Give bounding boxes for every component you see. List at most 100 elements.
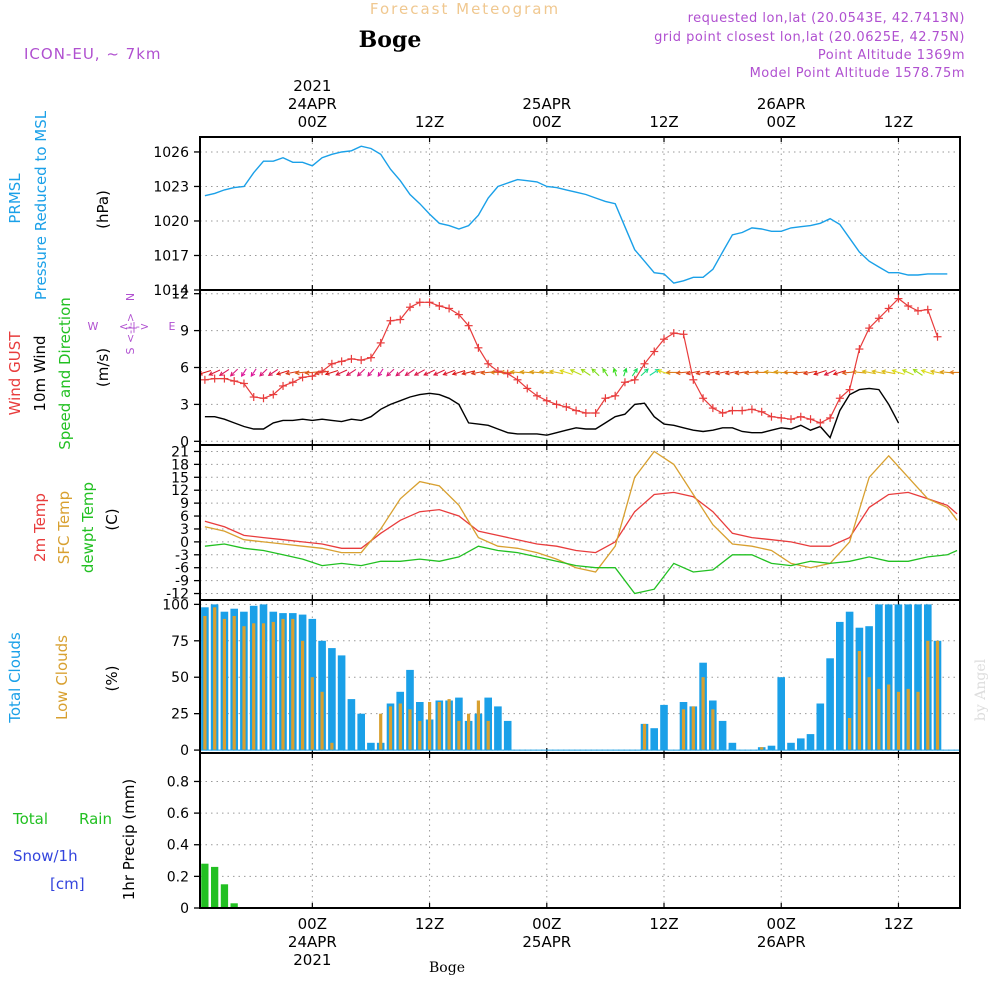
gust-point — [787, 415, 796, 424]
wind-arrow — [395, 368, 405, 377]
wind-arrow — [240, 368, 247, 377]
total-cloud-bar — [845, 611, 854, 751]
low-cloud-bar — [310, 677, 314, 751]
panel-labels: 2m Temp SFC Temp dewpt Temp (C) — [31, 482, 121, 573]
wind-arrow — [920, 369, 934, 375]
low-cloud-bar — [887, 684, 891, 751]
panel-labels: PRMSL Pressure Reduced to MSL (hPa) — [6, 110, 112, 300]
low-cloud-bar — [388, 706, 393, 751]
rain-bar — [211, 866, 219, 908]
wind-arrow — [229, 368, 239, 377]
y-tick-label: 1023 — [153, 179, 189, 195]
low-cloud-bar — [906, 688, 910, 751]
gust-point — [611, 391, 620, 400]
low-cloud-bar — [437, 702, 441, 751]
wind-arrow — [259, 368, 268, 377]
y-tick-label: -3 — [175, 548, 189, 564]
total-clouds-label: Total Clouds — [6, 632, 24, 724]
y-tick-label: 75 — [171, 634, 189, 650]
gust-point — [669, 329, 678, 338]
gust-point — [933, 332, 942, 341]
low-cloud-bar — [379, 713, 383, 751]
gust-point — [679, 330, 688, 339]
grid-point-coords: grid point closest lon,lat (20.0625E, 42… — [654, 30, 965, 45]
temp-unit: (C) — [103, 508, 121, 530]
gust-point — [298, 373, 307, 382]
wind-direction-arrows — [200, 367, 960, 377]
gust-point — [269, 390, 278, 399]
low-cloud-bar — [213, 607, 217, 751]
gust-point — [572, 406, 581, 415]
y-tick-label: 9 — [180, 324, 189, 340]
low-cloud-bar — [857, 651, 861, 751]
legend-snow: Snow/1h — [13, 847, 78, 865]
top-axis-label: 00Z — [767, 113, 796, 131]
bottom-axis-label: 12Z — [649, 915, 678, 933]
top-axis-label: 12Z — [884, 113, 913, 131]
y-tick-label: 6 — [180, 361, 189, 377]
panel-labels: Wind GUST 10m Wind Speed and Direction (m/s… — [6, 297, 112, 450]
wind-arrow — [802, 370, 818, 376]
meteogram-panels: 1014 1017 1020 1023 1026 PRMSL Pressure Reduce… — [6, 110, 961, 917]
wind-arrow — [548, 369, 564, 375]
compass-ew-arrow: <-|-> — [119, 320, 149, 333]
bottom-axis-label: 00Z — [532, 915, 561, 933]
gust-point — [249, 393, 258, 402]
gust-point — [816, 418, 825, 427]
gust-point — [660, 335, 669, 344]
low-cloud-bar — [457, 720, 461, 750]
low-cloud-bar — [476, 700, 480, 750]
top-axis-label: 12Z — [415, 113, 444, 131]
wind-compass: W <-|-> E N <-|-> S — [88, 293, 176, 355]
y-tick-label: 0 — [180, 434, 189, 450]
plot-area — [200, 604, 960, 751]
point-altitude: Point Altitude 1369m — [818, 48, 965, 63]
rain-bar — [201, 863, 209, 908]
y-tick-label: 0 — [180, 743, 189, 759]
wind-arrow — [208, 369, 221, 376]
bottom-axis-label: 12Z — [415, 915, 444, 933]
wind-arrow — [413, 369, 426, 376]
wind-arrow — [267, 369, 279, 377]
wind-arrow — [218, 369, 230, 377]
wind-arrow — [275, 369, 290, 376]
wind-label: Wind GUST — [6, 331, 24, 416]
gust-point — [327, 359, 336, 368]
model-label: ICON-EU, ~ 7km — [24, 45, 162, 63]
gust-point — [484, 359, 493, 368]
y-tick-label: -9 — [175, 574, 189, 590]
gust-point — [640, 359, 649, 368]
bottom-location: Boge — [429, 960, 465, 976]
location-title: Boge — [359, 27, 422, 53]
panel-labels: Total Clouds Low Clouds (%) — [6, 632, 121, 724]
top-axis-label: 12Z — [649, 113, 678, 131]
panel-border — [199, 444, 961, 601]
bottom-axis-label: 00Z — [767, 915, 796, 933]
y-tick-label: 50 — [171, 670, 189, 686]
gust-point — [386, 316, 395, 325]
low-cloud-bar — [848, 718, 852, 751]
wind-arrow — [559, 369, 573, 375]
gust-point — [445, 304, 454, 313]
wind-arrow — [695, 370, 710, 376]
gust-point — [513, 375, 522, 384]
total-cloud-bar — [806, 734, 815, 751]
gust-point — [318, 367, 327, 376]
low-cloud-bar — [291, 618, 295, 750]
wind-arrow — [640, 368, 649, 377]
total-cloud-bar — [826, 658, 834, 751]
low-cloud-bar — [398, 703, 402, 751]
low-cloud-bar — [701, 677, 705, 751]
gust-point — [894, 294, 903, 303]
wind-arrow — [423, 369, 436, 376]
compass-north: N — [124, 293, 137, 301]
gust-point — [601, 394, 610, 403]
gust-point — [425, 298, 434, 307]
wind-arrow — [451, 369, 466, 376]
low-cloud-bar — [408, 709, 412, 751]
low-cloud-bar — [428, 702, 432, 751]
gust-point — [562, 402, 571, 411]
panel-border — [199, 136, 961, 291]
wind-arrow — [324, 369, 339, 376]
